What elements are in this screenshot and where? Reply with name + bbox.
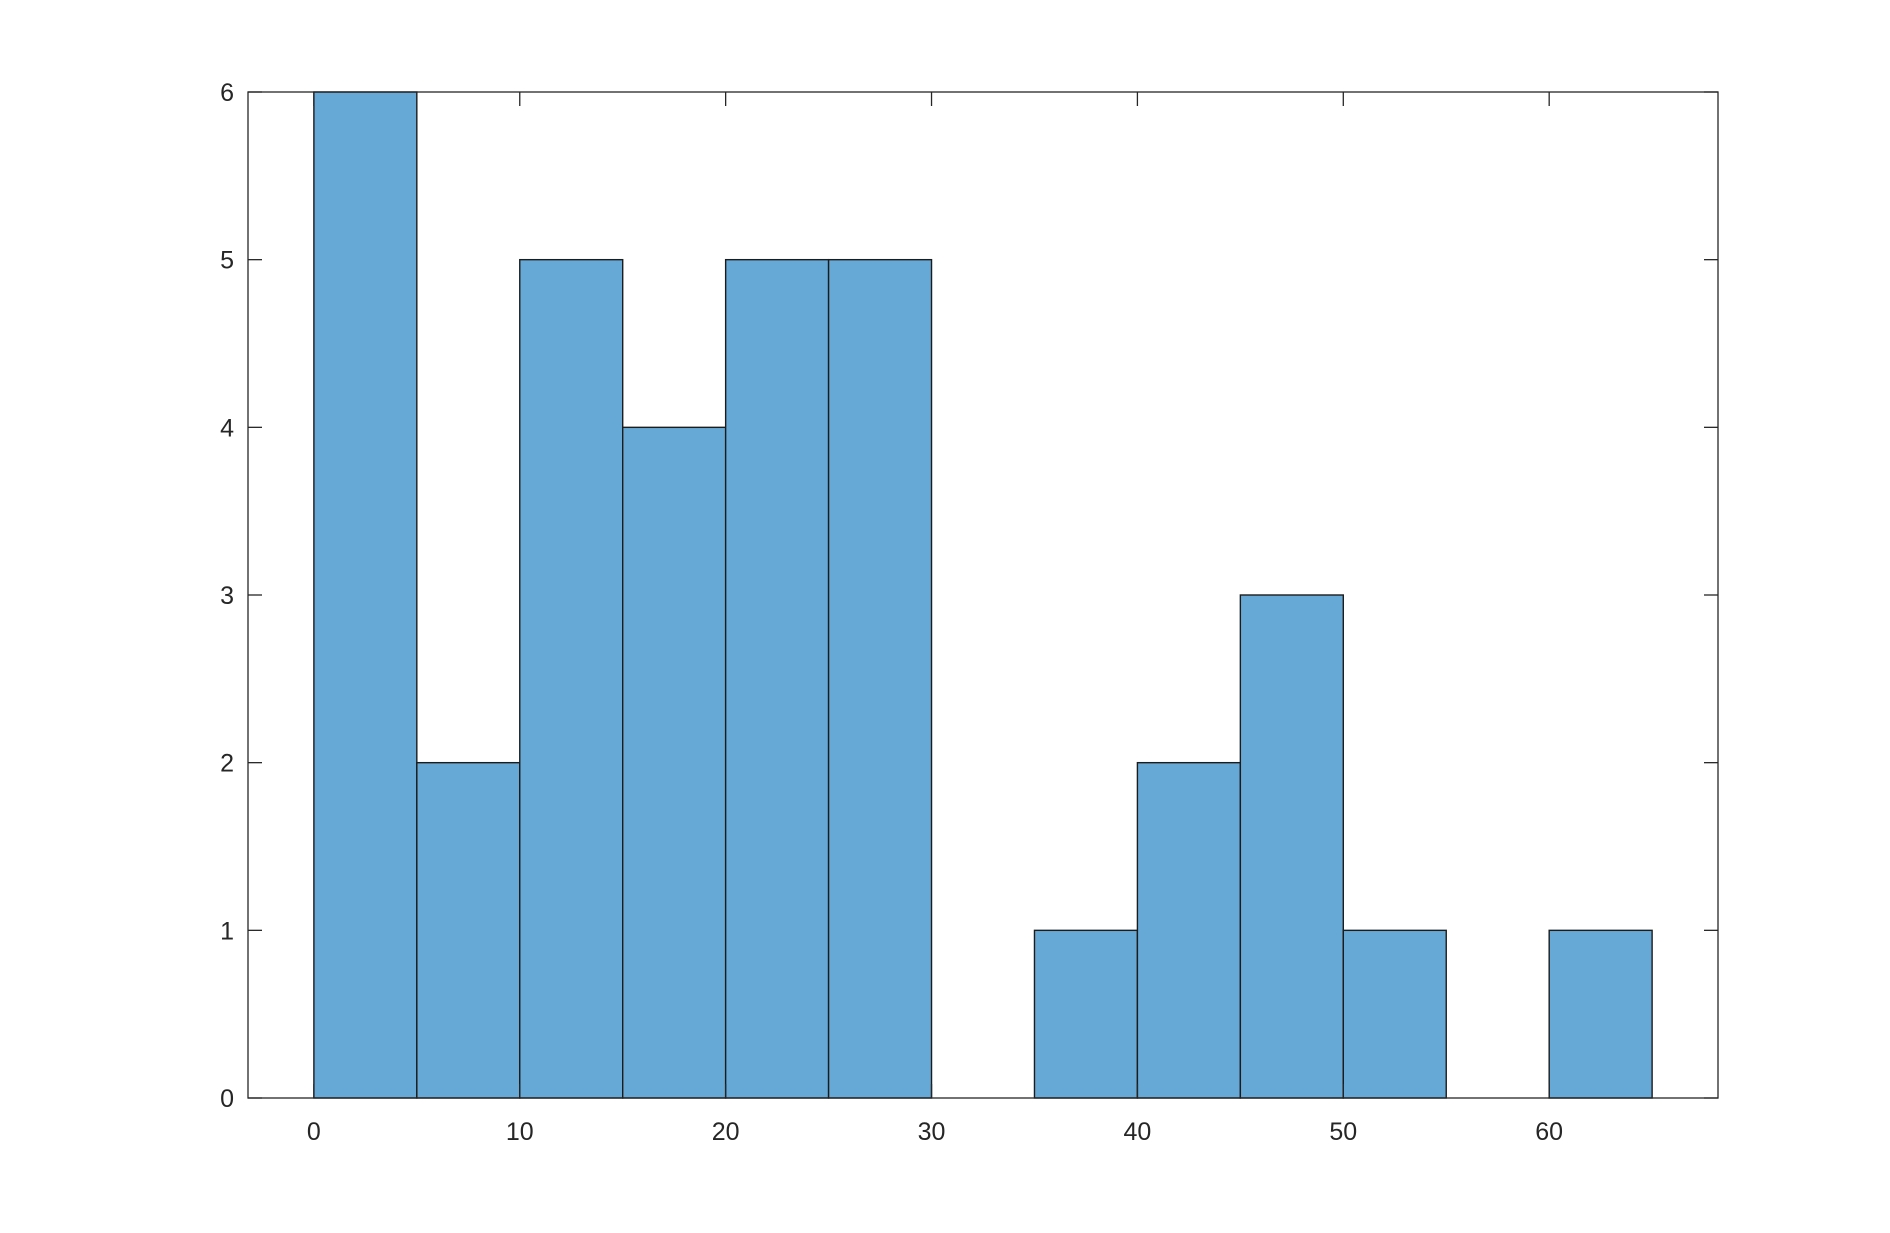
y-tick-label: 1 bbox=[220, 917, 234, 945]
x-tick-label: 30 bbox=[918, 1118, 946, 1146]
histogram-bar bbox=[827, 258, 933, 1099]
tick-labels-layer: 0 10 20 30 40 50 60 0 1 2 3 4 5 6 bbox=[220, 79, 1563, 1146]
y-tick-label: 4 bbox=[220, 414, 234, 442]
y-tick-label: 2 bbox=[220, 750, 234, 778]
histogram-bar bbox=[1342, 929, 1447, 1099]
x-tick-label: 0 bbox=[307, 1118, 321, 1146]
x-tick-label: 50 bbox=[1329, 1118, 1357, 1146]
histogram-bar bbox=[1033, 929, 1139, 1099]
axes-layer bbox=[247, 91, 1719, 1099]
x-tick-label: 40 bbox=[1124, 1118, 1152, 1146]
bars-layer bbox=[313, 91, 1653, 1099]
y-tick-label: 0 bbox=[220, 1085, 234, 1113]
histogram-bar bbox=[622, 426, 727, 1099]
x-tick-label: 10 bbox=[506, 1118, 534, 1146]
x-tick-label: 60 bbox=[1535, 1118, 1563, 1146]
y-tick-label: 3 bbox=[220, 582, 234, 610]
histogram-bar bbox=[519, 258, 624, 1099]
histogram-bar bbox=[416, 761, 521, 1099]
histogram-bar bbox=[1136, 761, 1242, 1099]
histogram-bar bbox=[724, 258, 830, 1099]
y-tick-label: 5 bbox=[220, 247, 234, 275]
histogram-bar bbox=[1548, 929, 1653, 1099]
y-tick-label: 6 bbox=[220, 79, 234, 107]
histogram-bar bbox=[313, 91, 418, 1099]
x-tick-label: 20 bbox=[712, 1118, 740, 1146]
histogram-bar bbox=[1239, 594, 1344, 1099]
